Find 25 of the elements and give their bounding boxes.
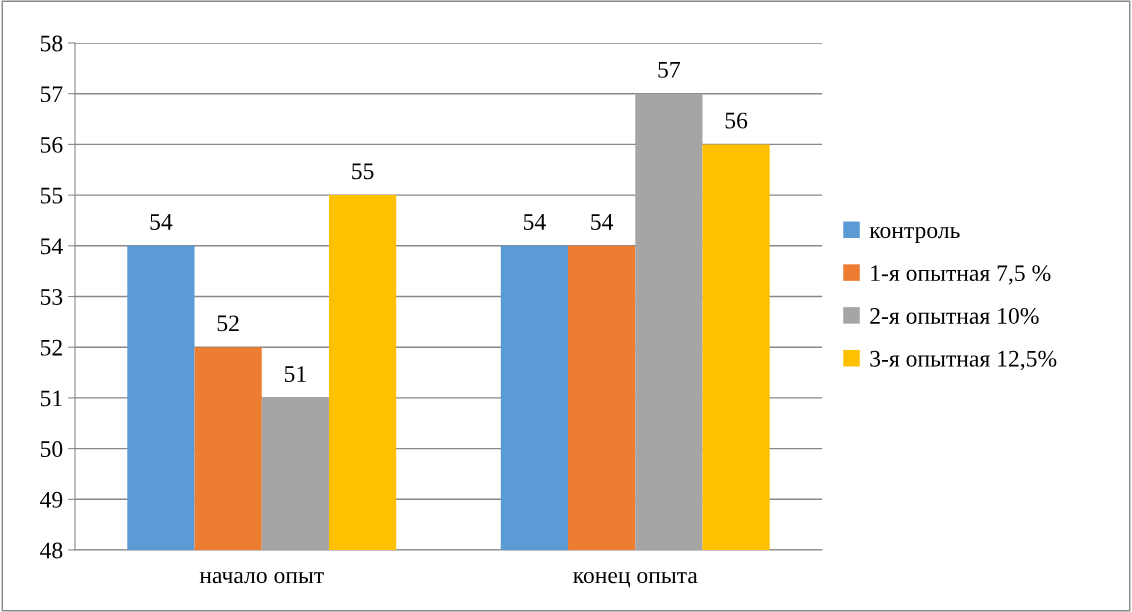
legend-label: 3-я опытная 12,5%: [870, 350, 1057, 371]
y-tick-label: 53: [40, 289, 63, 305]
y-tick-label: 54: [40, 238, 63, 255]
legend-label: контроль: [869, 226, 960, 244]
data-label: 54: [591, 214, 614, 230]
data-label: 54: [523, 214, 546, 230]
y-tick-label: 57: [40, 86, 63, 103]
y-tick-label: 55: [40, 187, 63, 204]
legend-label: 2-я опытная 10%: [870, 307, 1039, 324]
x-tick-label: конец опыта: [573, 571, 698, 588]
y-tick-label: 49: [40, 491, 63, 508]
y-tick-label: 51: [40, 390, 62, 407]
y-tick-label: 48: [40, 542, 63, 559]
y-tick-label: 50: [40, 441, 63, 458]
y-tick-label: 52: [40, 339, 62, 356]
data-label: 57: [658, 62, 680, 78]
x-tick-label: начало опыт: [199, 571, 324, 584]
data-label: 51: [284, 366, 306, 382]
data-label: 55: [352, 163, 374, 180]
data-label: 52: [217, 315, 239, 332]
legend-label: 1-я опытная 7,5 %: [871, 265, 1051, 285]
y-tick-label: 56: [40, 136, 63, 153]
y-tick-label: 58: [40, 35, 63, 52]
data-label: 54: [150, 214, 173, 230]
data-label: 56: [725, 112, 748, 129]
